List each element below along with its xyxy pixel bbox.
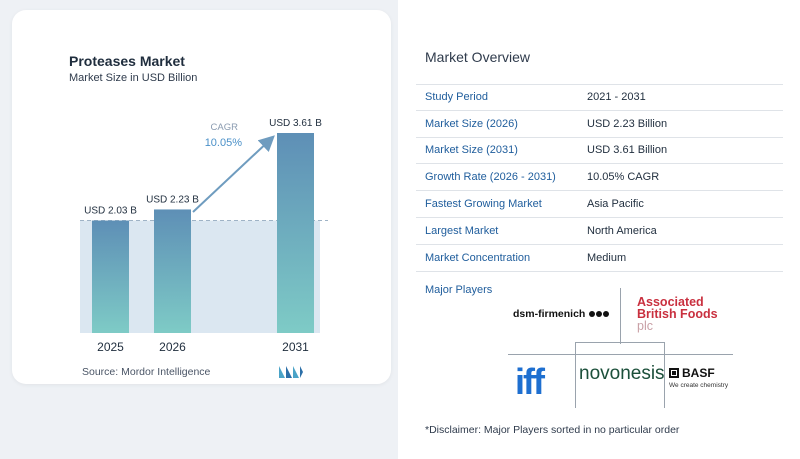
basf-logo: BASF We create chemistry [669, 366, 729, 389]
chart-title: Proteases Market [69, 53, 185, 69]
overview-row: Market Size (2031) USD 3.61 Billion [416, 138, 783, 165]
overview-value: North America [587, 224, 657, 237]
dsm-dots-icon [589, 311, 610, 317]
overview-key: Growth Rate (2026 - 2031) [425, 171, 556, 184]
overview-value: 10.05% CAGR [587, 171, 660, 184]
overview-panel [398, 0, 800, 459]
overview-value: Asia Pacific [587, 198, 644, 211]
disclaimer: *Disclaimer: Major Players sorted in no … [425, 424, 680, 436]
overview-table: Study Period 2021 - 2031 Market Size (20… [416, 84, 783, 272]
overview-row: Study Period 2021 - 2031 [416, 84, 783, 111]
overview-key: Market Size (2026) [425, 117, 518, 130]
overview-row: Fastest Growing Market Asia Pacific [416, 191, 783, 218]
x-tick-label-2026: 2026 [159, 340, 186, 354]
dsm-firmenich-logo: dsm-firmenich [513, 308, 610, 320]
overview-key: Largest Market [425, 224, 499, 237]
bar-2031 [277, 133, 314, 333]
major-players-title: Major Players [425, 284, 493, 296]
bar-2025 [92, 220, 129, 333]
iff-logo: iff [515, 361, 545, 402]
bar-value-label-2031: USD 3.61 B [269, 118, 322, 129]
associated-british-foods-logo: Associated British Foods plc [637, 295, 718, 333]
overview-key: Market Concentration [425, 251, 531, 264]
x-tick-label-2025: 2025 [97, 340, 124, 354]
cagr-value: 10.05% [205, 137, 243, 149]
cagr-arrow [192, 135, 275, 213]
source-note: Source: Mordor Intelligence [82, 366, 211, 378]
major-players-logos: dsm-firmenich Associated British Foods p… [508, 288, 733, 408]
overview-value: 2021 - 2031 [587, 91, 646, 104]
mordor-intelligence-logo-icon [279, 366, 303, 378]
bar-chart: USD 2.03 B 2025 USD 2.23 B 2026 USD 3.61 B 20… [80, 118, 328, 354]
overview-key: Fastest Growing Market [425, 198, 542, 211]
x-tick-label-2031: 2031 [282, 340, 309, 354]
overview-value: USD 2.23 Billion [587, 117, 668, 130]
bar-value-label-2026: USD 2.23 B [146, 194, 199, 205]
basf-square-icon [669, 368, 679, 378]
overview-key: Market Size (2031) [425, 144, 518, 157]
novonesis-logo: novonesis [579, 363, 665, 384]
chart-subtitle: Market Size in USD Billion [69, 72, 198, 84]
overview-key: Study Period [425, 91, 488, 104]
overview-value: Medium [587, 251, 627, 264]
overview-title: Market Overview [425, 49, 531, 65]
overview-row: Growth Rate (2026 - 2031) 10.05% CAGR [416, 164, 783, 192]
bar-2026 [154, 209, 191, 333]
cagr-label: CAGR [211, 122, 239, 133]
overview-value: USD 3.61 Billion [587, 144, 668, 157]
overview-row: Largest Market North America [416, 218, 783, 245]
bar-value-label-2025: USD 2.03 B [84, 206, 137, 217]
overview-row: Market Size (2026) USD 2.23 Billion [416, 111, 783, 138]
overview-row: Market Concentration Medium [416, 245, 783, 272]
